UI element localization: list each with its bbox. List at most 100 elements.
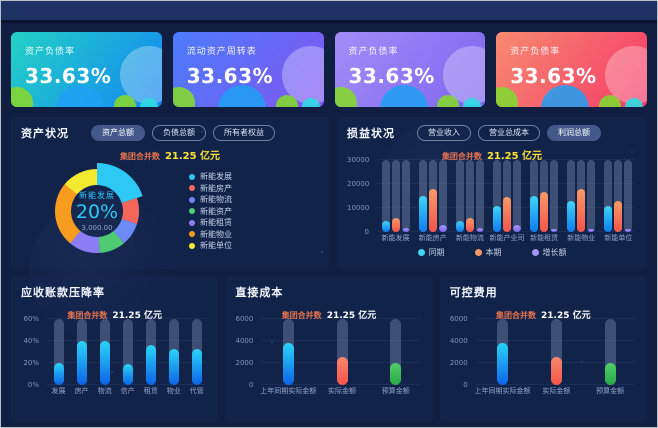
bar-新能产业司-同期 [492,206,501,232]
bar-track [530,160,539,232]
summary-value: 21.25 亿元 [486,151,543,162]
bar-新能房产-增长额 [438,225,447,232]
bar-track [428,160,437,232]
dashboard-content: 资产负债率 33.63% 流动资产周转表 33.63% 资产负债率 33.63% [1,23,657,422]
x-axis-label: 物业 [166,387,181,395]
bar-group-新能发展: 新能发展 [377,160,414,244]
bar-track [587,160,596,232]
bar-group-新能物流: 新能物流 [451,160,488,244]
circle-blob-decoration [281,46,324,104]
bar-新能物流-增长额 [475,228,484,232]
asset-chart-area: 新能发展 20% 3,000.00 新能发展 新能房产 新能物流 新能资产 新能租赁 新能… [21,158,319,264]
bar-新能单位-本期 [614,201,623,232]
x-axis-label: 代管 [189,387,204,395]
legend-dot-icon [417,249,425,256]
summary-label: 集团合并数 [119,152,160,161]
bar-新能发展-同期 [381,221,390,232]
donut-chart: 新能发展 20% 3,000.00 [41,158,153,264]
bar-新能物业-增长额 [587,229,596,232]
legend-label: 新能单位 [200,241,232,250]
bar-新能产业司-本期 [502,197,511,232]
tab-营业收入[interactable]: 营业收入 [417,125,471,141]
bar-track [455,160,464,232]
summary-value: 21.25 亿元 [541,311,591,321]
circle-blob-decoration [443,46,486,104]
tab-负债总额[interactable]: 负债总额 [152,125,206,141]
legend-label: 增长额 [542,248,567,257]
x-axis-label: 信产 [120,387,135,395]
legend-item-本期[interactable]: 本期 [474,247,502,258]
y-axis-tick: 20000 [347,180,370,188]
summary-label: 集团合并数 [281,311,322,320]
summary-value: 21.25 亿元 [164,151,221,162]
kpi-label: 资产负债率 [348,47,399,57]
bar-新能物业-同期 [567,201,576,232]
green-corner-decoration [599,95,621,107]
bar-新能发展-增长额 [401,228,410,232]
legend-dot-icon [189,208,195,214]
bar-track [390,319,402,385]
bar-track [391,160,400,232]
summary-label: 集团合并数 [496,311,537,320]
kpi-card-debt-ratio-3[interactable]: 资产负债率 33.63% [496,32,647,107]
panel-direct-cost: 直接成本 集团合并数 21.25 亿元 0 2000 4000 6000 上年同期实际金额… [225,276,433,422]
kpi-value: 33.63% [510,64,597,88]
kpi-card-debt-ratio-1[interactable]: 资产负债率 33.63% [11,32,162,107]
bar-信产-压降率 [122,364,133,385]
y-axis-tick: 2000 [449,359,468,367]
bar-track [191,319,202,385]
bar-新能房产-同期 [418,196,427,232]
legend-dot-icon [189,242,195,249]
legend-item-新能物业[interactable]: 新能物业 [189,228,232,240]
legend-item-新能房产[interactable]: 新能房产 [189,182,232,194]
tab-利润总额[interactable]: 利润总额 [547,125,601,141]
tab-所有者权益[interactable]: 所有者权益 [213,125,275,141]
x-axis-label: 预算金额 [381,387,410,395]
tab-营业总成本[interactable]: 营业总成本 [478,125,540,141]
bar-上年同期实际金额-金额 [497,343,509,385]
panel-header: 直接成本 [235,284,422,300]
donut-slice-新能发展 [97,163,143,203]
legend-label: 新能资产 [200,206,232,216]
summary-label: 集团合并数 [67,311,108,320]
bar-group-物业: 物业 [162,319,185,397]
x-axis-label: 新能单位 [604,234,633,242]
bar-group-新能产业司: 新能产业司 [488,160,525,244]
bar-track [418,160,427,232]
profit-bar-chart: 0 10000 20000 30000 新能发展 新能房产 新能物流 新能产业司 新能租赁 新能物… [347,156,637,258]
legend-item-增长额[interactable]: 增长额 [531,247,567,258]
y-axis-tick: 30000 [347,156,370,164]
bar-track [540,160,549,232]
donut-legend: 新能发展 新能房产 新能物流 新能资产 新能租赁 新能物业新能单位 [189,171,232,252]
bar-track [99,319,110,385]
donut-slice-新能物流 [113,219,137,244]
bar-预算金额-金额 [604,363,616,385]
tab-资产总额[interactable]: 资产总额 [91,125,145,141]
legend-label: 新能物业 [200,229,232,239]
legend-item-同期[interactable]: 同期 [417,247,445,258]
blue-blob-decoration [541,85,590,107]
panel-header: 应收账款压降率 [21,284,208,300]
legend-item-新能租赁[interactable]: 新能租赁 [189,217,232,229]
bar-track [502,160,511,232]
legend-item-新能单位[interactable]: 新能单位 [189,240,232,252]
bar-track [614,160,623,232]
green-corner-decoration [437,95,460,107]
kpi-cards-row: 资产负债率 33.63% 流动资产周转表 33.63% 资产负债率 33.63% [11,32,647,107]
legend-item-新能发展[interactable]: 新能发展 [189,171,232,183]
gridline [475,318,635,319]
kpi-card-debt-ratio-2[interactable]: 资产负债率 33.63% [334,32,486,107]
y-axis-tick: 4000 [235,337,254,345]
donut-slice-新能租赁 [70,231,100,253]
legend-item-新能物流[interactable]: 新能物流 [189,194,232,206]
legend-item-新能资产[interactable]: 新能资产 [189,205,232,217]
kpi-card-turnover[interactable]: 流动资产周转表 33.63% [172,32,324,107]
receivable-bar-chart: 0% 20% 40% 60% 发展 房产 物流 信产 租赁 物业 代管 [21,315,208,397]
legend-dot-icon [189,196,195,203]
legend-dot-icon [189,219,195,226]
x-axis-label: 实际金额 [542,387,571,395]
asset-tabs: 资产总额 负债总额 所有者权益 [91,125,275,141]
circle-blob-decoration [119,46,162,104]
bar-group-发展: 发展 [47,319,70,397]
green-blob-decoration [11,87,33,107]
